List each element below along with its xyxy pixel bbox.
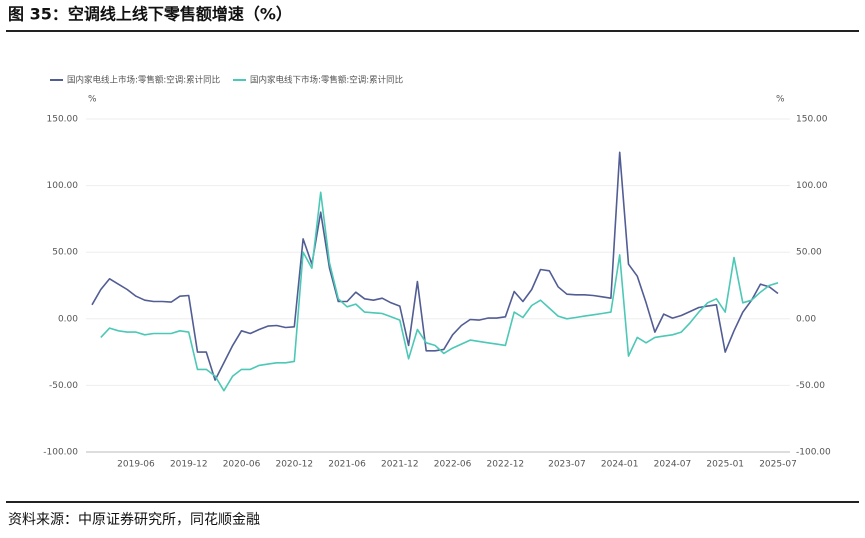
y2-tick-label: -50.00 bbox=[796, 381, 825, 391]
x-tick-label: 2024-01 bbox=[601, 460, 639, 470]
y-tick-label: 100.00 bbox=[47, 181, 79, 191]
source: 资料来源：中原证券研究所，同花顺金融 bbox=[8, 512, 260, 528]
x-tick-label: 2019-06 bbox=[117, 460, 155, 470]
x-tick-label: 2025-07 bbox=[759, 460, 797, 470]
x-tick-label: 2019-12 bbox=[170, 460, 208, 470]
y-unit: % bbox=[88, 95, 97, 105]
y-tick-label: 0.00 bbox=[58, 314, 78, 324]
x-tick-label: 2020-12 bbox=[275, 460, 313, 470]
y2-tick-label: -100.00 bbox=[796, 448, 831, 458]
series-line bbox=[91, 151, 779, 381]
x-tick-label: 2022-12 bbox=[487, 460, 525, 470]
x-tick-label: 2024-07 bbox=[654, 460, 692, 470]
y2-tick-label: 50.00 bbox=[796, 248, 822, 258]
x-tick-label: 2025-01 bbox=[706, 460, 744, 470]
y-tick-label: -50.00 bbox=[49, 381, 78, 391]
x-tick-label: 2021-06 bbox=[328, 460, 366, 470]
x-tick-label: 2023-07 bbox=[548, 460, 586, 470]
legend-label: 国内家电线下市场:零售额:空调:累计同比 bbox=[250, 75, 403, 86]
chart-title: 图 35：空调线上线下零售额增速（%） bbox=[8, 5, 292, 24]
y-tick-label: -100.00 bbox=[43, 448, 78, 458]
series-line bbox=[100, 191, 779, 392]
y2-tick-label: 100.00 bbox=[796, 181, 828, 191]
x-tick-label: 2021-12 bbox=[381, 460, 419, 470]
y-tick-label: 50.00 bbox=[52, 248, 78, 258]
y2-tick-label: 150.00 bbox=[796, 115, 828, 125]
y2-unit: % bbox=[776, 95, 785, 105]
y2-tick-label: 0.00 bbox=[796, 314, 816, 324]
legend-label: 国内家电线上市场:零售额:空调:累计同比 bbox=[67, 75, 220, 86]
x-tick-label: 2022-06 bbox=[434, 460, 472, 470]
y-tick-label: 150.00 bbox=[47, 115, 79, 125]
x-tick-label: 2020-06 bbox=[223, 460, 261, 470]
